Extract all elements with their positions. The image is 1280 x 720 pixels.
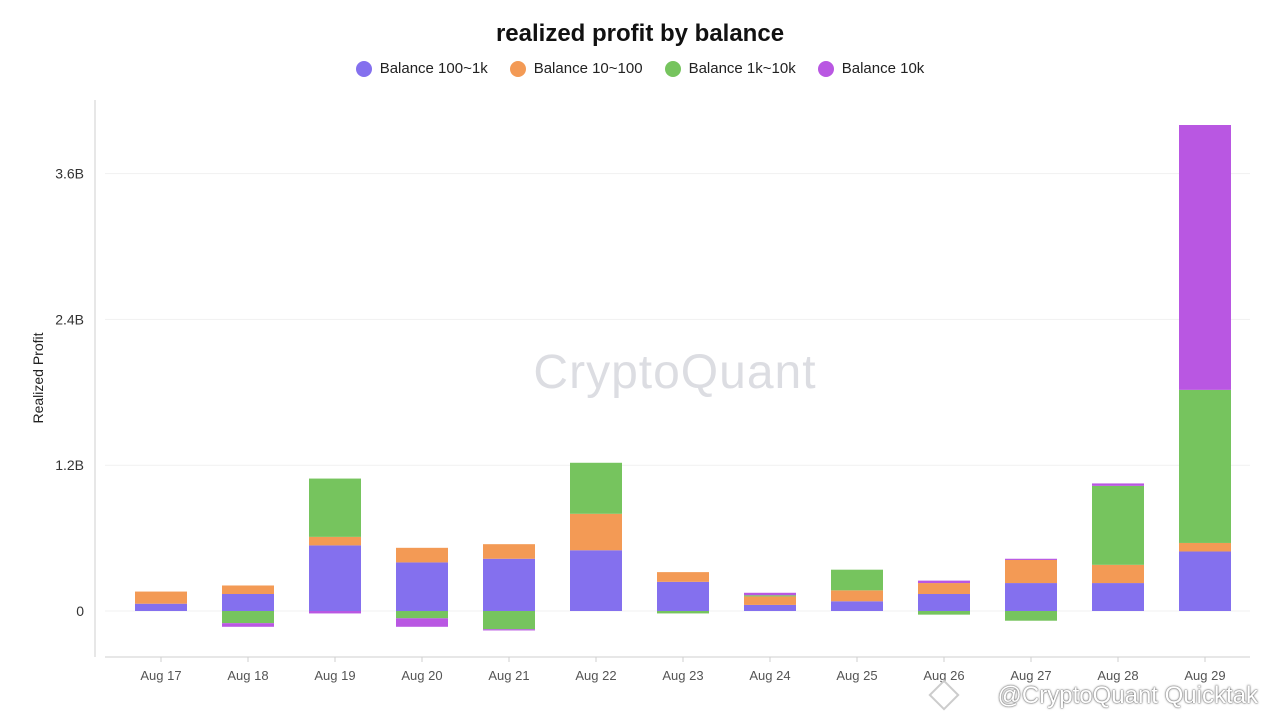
x-tick-label: Aug 27: [1010, 668, 1051, 683]
x-tick-label: Aug 19: [314, 668, 355, 683]
x-tick-label: Aug 20: [401, 668, 442, 683]
bar-segment: [1179, 542, 1231, 552]
x-tick-label: Aug 23: [662, 668, 703, 683]
x-tick-label: Aug 18: [227, 668, 268, 683]
legend-item-balance-1k-10k[interactable]: Balance 1k~10k: [664, 60, 796, 77]
bar-segment: [831, 601, 883, 611]
bar-segment: [309, 611, 361, 614]
legend: Balance 100~1k Balance 10~100 Balance 1k…: [0, 60, 1280, 77]
y-tick-label: 2.4B: [55, 311, 84, 327]
legend-item-balance-10-100[interactable]: Balance 10~100: [509, 60, 643, 77]
bar-segment: [483, 558, 535, 611]
y-tick-label: 1.2B: [55, 457, 84, 473]
bar-segment: [831, 590, 883, 602]
bar-segment: [396, 547, 448, 563]
legend-marker: [817, 60, 834, 77]
watermark: CryptoQuant: [533, 346, 817, 399]
legend-marker: [355, 60, 372, 77]
bar-segment: [1005, 559, 1057, 584]
bar-segment: [1092, 483, 1144, 486]
y-tick-label: 3.6B: [55, 166, 84, 182]
bar-segment: [744, 604, 796, 611]
bar-segment: [309, 478, 361, 537]
bar-segment: [1005, 558, 1057, 560]
bar-segment: [657, 581, 709, 611]
bar-segment: [918, 580, 970, 584]
bar-segment: [744, 596, 796, 605]
bar-segment: [1092, 583, 1144, 611]
bar-segment: [309, 545, 361, 611]
bar-segment: [570, 550, 622, 611]
bar-segment: [222, 585, 274, 594]
bar-segment: [222, 611, 274, 624]
bar-segment: [1005, 611, 1057, 621]
bar-segment: [1005, 583, 1057, 611]
bar-segment: [1092, 485, 1144, 565]
bar-segment: [483, 611, 535, 630]
bar-segment: [831, 569, 883, 591]
legend-label: Balance 1k~10k: [688, 60, 796, 77]
x-tick-label: Aug 28: [1097, 668, 1138, 683]
legend-marker: [509, 60, 526, 77]
x-tick-label: Aug 17: [140, 668, 181, 683]
bar-segment: [309, 536, 361, 546]
bar-segment: [396, 562, 448, 611]
bar-segment: [918, 611, 970, 615]
bar-segment: [657, 611, 709, 614]
footer-watermark: @CryptoQuant Quicktak: [997, 682, 1258, 709]
bar-segment: [483, 629, 535, 631]
bar-segment: [222, 593, 274, 611]
y-axis-label: Realized Profit: [30, 332, 46, 423]
bar-segment: [483, 544, 535, 559]
bar-segment: [396, 618, 448, 627]
bar-segment: [744, 592, 796, 596]
x-tick-label: Aug 26: [923, 668, 964, 683]
bar-segment: [744, 595, 796, 597]
legend-marker: [664, 60, 681, 77]
bar-segment: [1092, 564, 1144, 584]
y-tick-label: 0: [76, 603, 84, 619]
bar-segment: [918, 593, 970, 611]
x-tick-label: Aug 22: [575, 668, 616, 683]
legend-item-balance-10k[interactable]: Balance 10k: [817, 60, 925, 77]
bar-segment: [1179, 125, 1231, 390]
bar-segment: [1179, 389, 1231, 543]
x-tick-label: Aug 21: [488, 668, 529, 683]
bar-segment: [570, 462, 622, 514]
bar-segment: [570, 513, 622, 551]
x-tick-label: Aug 25: [836, 668, 877, 683]
bar-segment: [222, 623, 274, 627]
bar-segment: [135, 591, 187, 604]
bar-segment: [1179, 551, 1231, 611]
legend-label: Balance 100~1k: [379, 60, 488, 77]
bar-segment: [918, 583, 970, 594]
bar-segment: [135, 603, 187, 611]
x-tick-label: Aug 24: [749, 668, 790, 683]
bar-segment: [396, 611, 448, 619]
bar-segment: [657, 572, 709, 582]
legend-label: Balance 10~100: [533, 60, 643, 77]
x-tick-label: Aug 29: [1184, 668, 1225, 683]
legend-label: Balance 10k: [841, 60, 925, 77]
legend-item-balance-100-1k[interactable]: Balance 100~1k: [355, 60, 488, 77]
chart-title: realized profit by balance: [495, 20, 785, 47]
